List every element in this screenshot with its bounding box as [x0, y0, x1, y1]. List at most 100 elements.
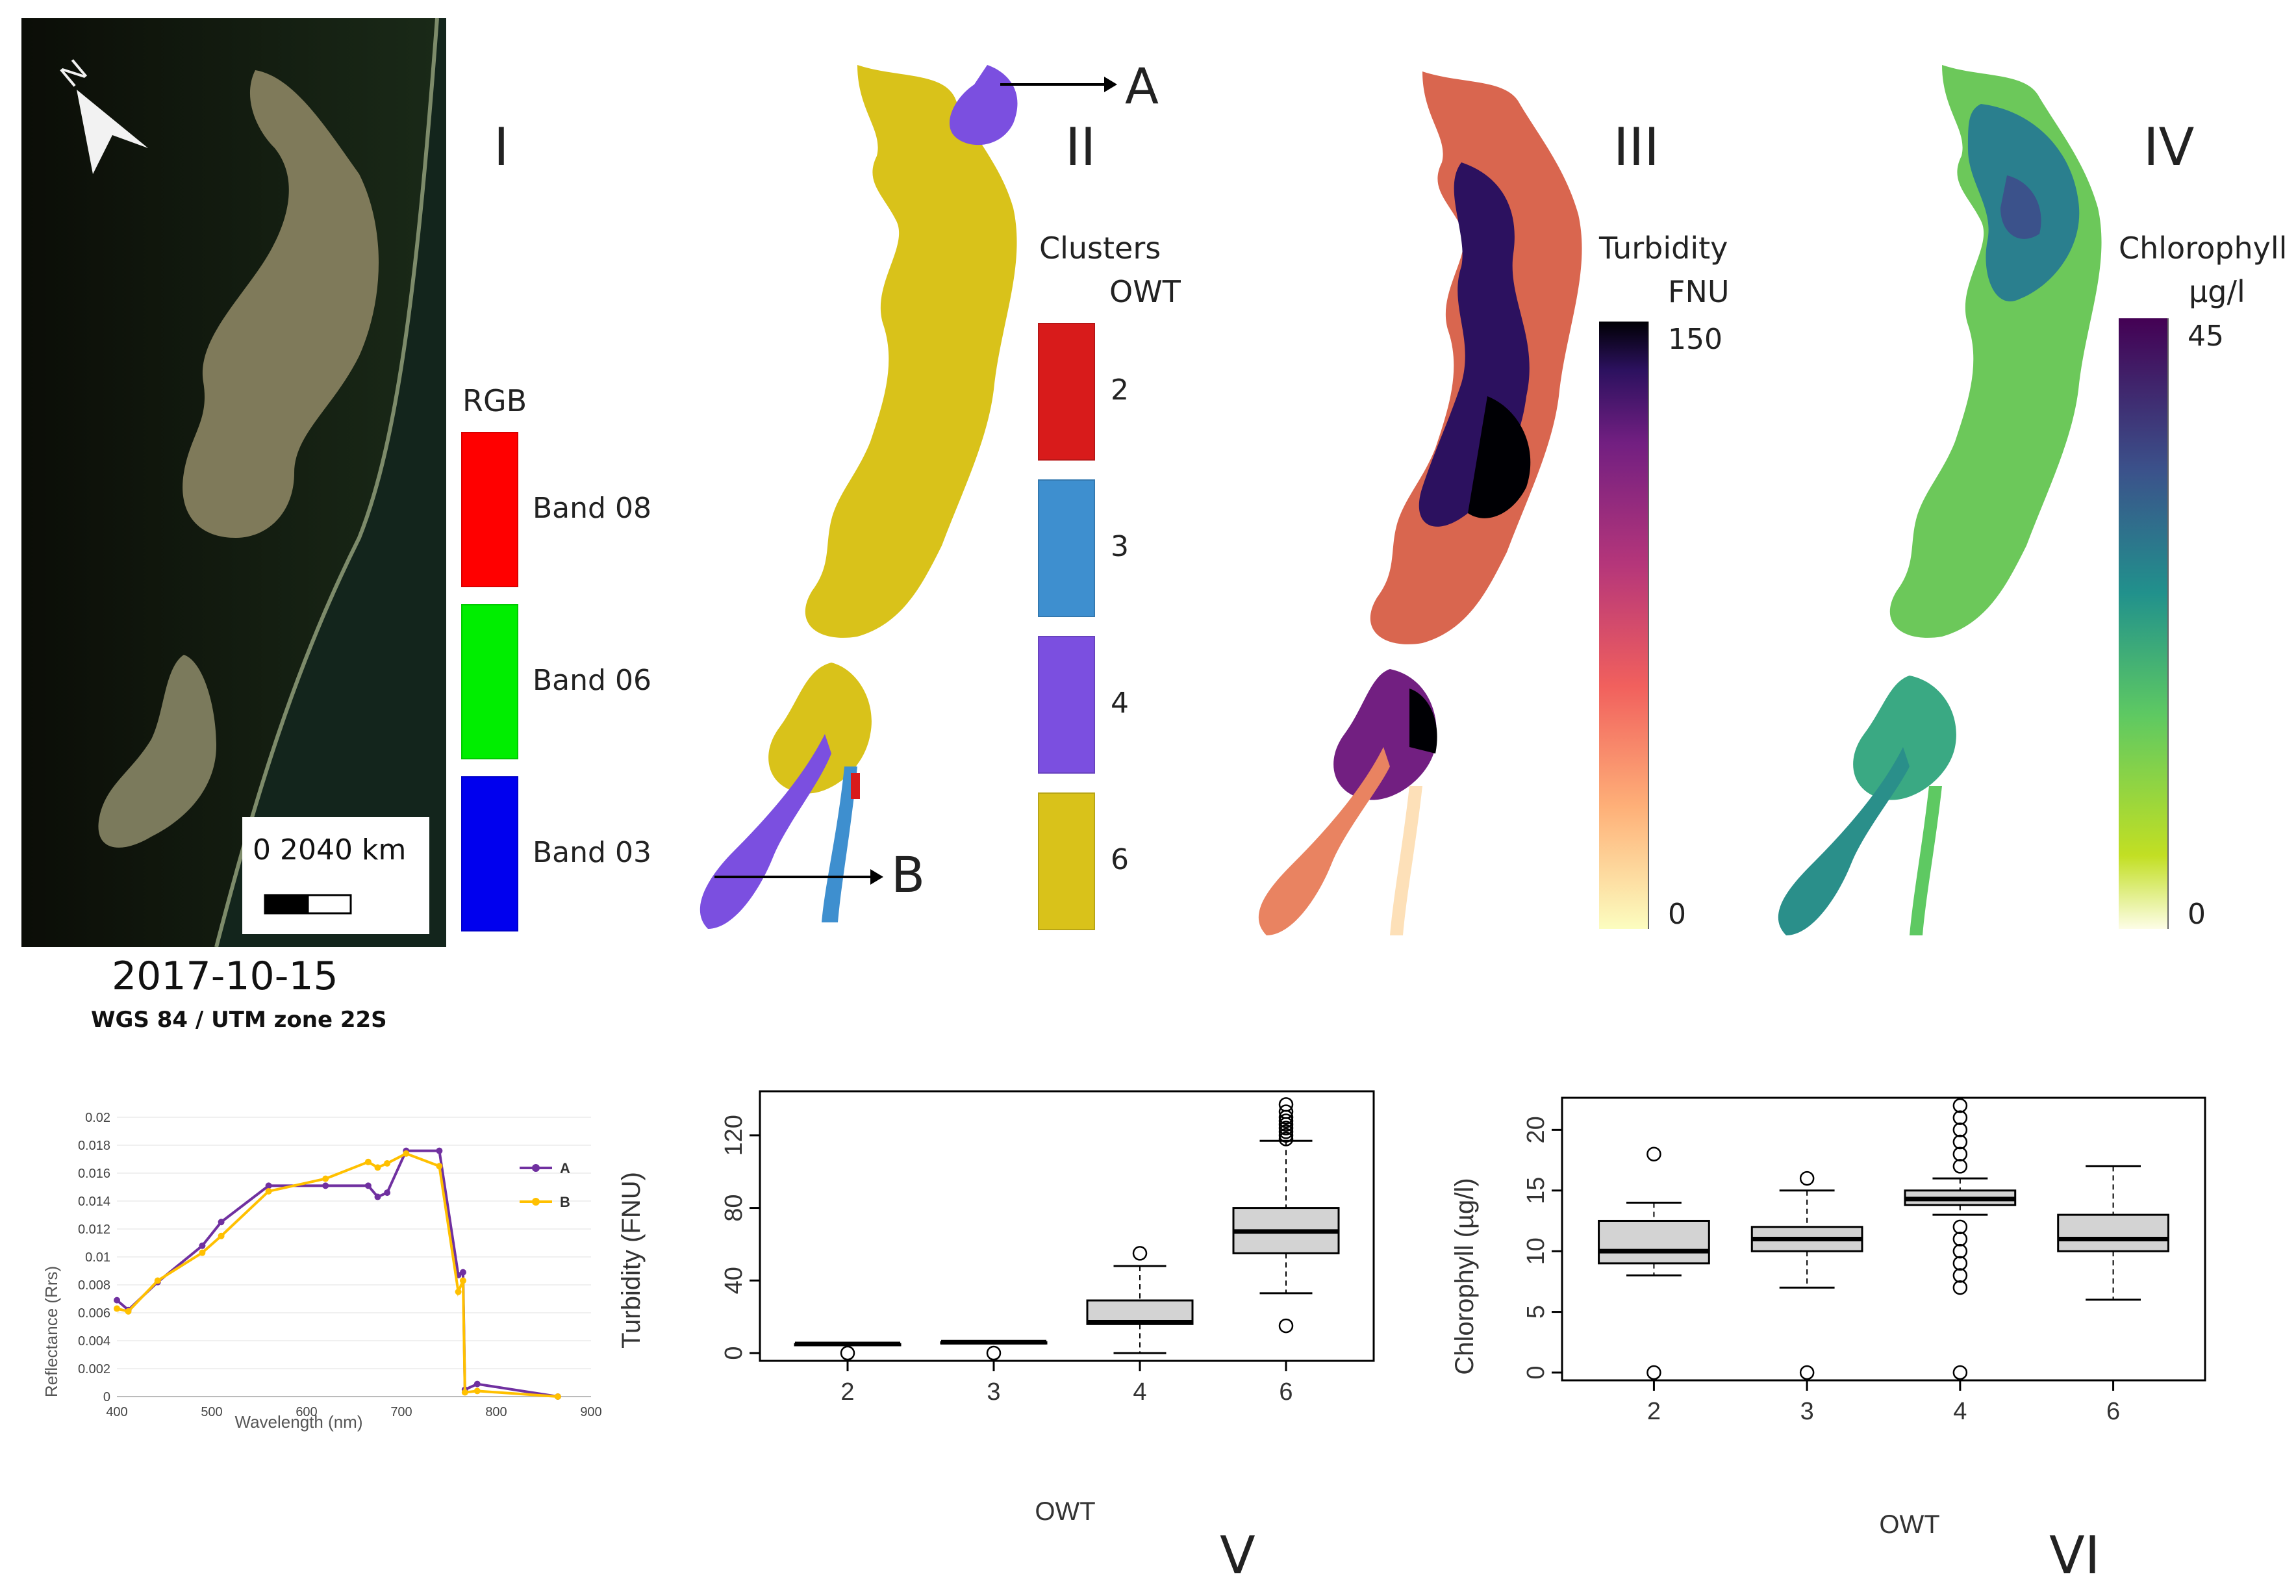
spectra-point-B: [473, 1387, 481, 1395]
spectra-point-A: [199, 1242, 206, 1249]
spectra-point-B: [364, 1158, 372, 1165]
panel-label-IV: IV: [2143, 117, 2195, 177]
turbidity-ytick-label: 120: [720, 1115, 748, 1156]
turbidity-ytick-label: 80: [720, 1194, 748, 1221]
chlorophyll-outlier: [1952, 1243, 1968, 1259]
spectra-ytick-label: 0: [103, 1390, 110, 1404]
legend-label-owt3: 3: [1111, 530, 1129, 563]
chlorophyll-outlier: [1799, 1171, 1815, 1186]
spectra-ytick-label: 0.004: [78, 1334, 110, 1349]
chlorophyll-outlier: [1646, 1146, 1661, 1161]
chlorophyll-legend-title: Chlorophyll: [2119, 231, 2288, 266]
turbidity-outlier: [1278, 1128, 1294, 1143]
chlorophyll-ytick-label: 10: [1522, 1237, 1550, 1265]
chlorophyll-outlier: [1952, 1280, 1968, 1295]
spectra-ytick-label: 0.01: [85, 1250, 110, 1265]
marker-b-arrow: [714, 869, 883, 885]
spectra-point-A: [374, 1193, 381, 1200]
satellite-image-panel: N 0 2040 km: [21, 18, 446, 947]
spectra-point-A: [218, 1219, 225, 1226]
chlorophyll-box: [1598, 1219, 1710, 1265]
chlorophyll-outlier: [1952, 1268, 1968, 1283]
spectra-series-B: [116, 1152, 559, 1398]
spectra-point-B: [265, 1187, 272, 1195]
chlorophyll-ytick-label: 5: [1522, 1305, 1550, 1319]
spectra-point-B: [322, 1175, 329, 1182]
spectra-legend-label: A: [560, 1160, 570, 1176]
chlorophyll-map: [1778, 65, 2102, 935]
legend-swatch-owt4: [1038, 636, 1095, 774]
chlorophyll-boxplot: Chlorophyll (µg/l) OWT 0 5 10 15 20 2 3 4 6: [1450, 1096, 2206, 1539]
spectra-point-A: [364, 1182, 372, 1189]
turbidity-map: [1258, 71, 1582, 935]
chlorophyll-outlier: [1952, 1134, 1968, 1150]
spectra-point-A: [459, 1269, 466, 1276]
chlorophyll-xtick-label: 3: [1800, 1398, 1814, 1425]
image-crs: WGS 84 / UTM zone 22S: [91, 1007, 387, 1033]
scalebar-tick-0: 0: [253, 833, 271, 867]
turbidity-ytick-label: 0: [720, 1346, 748, 1360]
spectra-ytick-label: 0.006: [78, 1306, 110, 1321]
spectra-ytick-label: 0.012: [78, 1222, 110, 1237]
chlorophyll-outlier: [1952, 1110, 1968, 1125]
spectra-point-A: [436, 1147, 443, 1154]
panel-label-II: II: [1065, 117, 1096, 177]
legend-label-owt4: 4: [1111, 687, 1129, 720]
spectra-ytick-label: 0.016: [78, 1167, 110, 1181]
chlorophyll-colorbar-min: 0: [2188, 898, 2206, 931]
scalebar-unit: km: [362, 833, 407, 867]
legend-swatch-owt2: [1038, 323, 1095, 461]
turbidity-boxplot-ylabel: Turbidity (FNU): [617, 1172, 646, 1349]
panel-label-I: I: [494, 117, 509, 177]
spectra-point-B: [154, 1277, 161, 1284]
marker-a-label: A: [1125, 57, 1159, 115]
legend-swatch-band08: [461, 432, 518, 587]
chlorophyll-xtick-label: 6: [2106, 1398, 2120, 1425]
spectra-point-A: [473, 1380, 481, 1387]
turbidity-outlier: [1278, 1097, 1294, 1112]
spectra-legend-label: B: [560, 1194, 570, 1210]
clusters-map: [700, 65, 1018, 929]
chlorophyll-boxplot-ylabel: Chlorophyll (µg/l): [1450, 1178, 1479, 1374]
spectra-point-B: [461, 1389, 468, 1396]
rgb-legend-title: RGB: [462, 383, 527, 418]
legend-swatch-owt6: [1038, 792, 1095, 930]
turbidity-colorbar: [1599, 322, 1649, 929]
spectra-point-B: [384, 1159, 391, 1167]
chlorophyll-outlier: [1952, 1256, 1968, 1271]
spectra-xtick-label: 900: [580, 1405, 601, 1419]
chlorophyll-ytick-label: 0: [1522, 1365, 1550, 1379]
marker-a-arrow: [1000, 77, 1117, 92]
turbidity-outlier: [1132, 1246, 1148, 1261]
legend-swatch-owt3: [1038, 479, 1095, 617]
chlorophyll-xtick-label: 2: [1647, 1398, 1661, 1425]
chlorophyll-outlier: [1952, 1219, 1968, 1235]
reflectance-spectra-chart: Reflectance (Rrs) Wavelength (nm) 0 0.002…: [42, 1111, 602, 1432]
scalebar-tick-20: 20: [280, 833, 316, 867]
spectra-point-A: [114, 1297, 120, 1304]
legend-label-owt2: 2: [1111, 374, 1129, 407]
chlorophyll-colorbar-max: 45: [2188, 320, 2224, 353]
chlorophyll-ytick-label: 20: [1522, 1116, 1550, 1143]
chlorophyll-box: [2057, 1213, 2169, 1252]
spectra-xtick-label: 500: [201, 1405, 222, 1419]
turbidity-legend-title: Turbidity: [1599, 231, 1728, 266]
spectra-ytick-label: 0.02: [85, 1111, 110, 1125]
spectra-point-B: [436, 1163, 443, 1170]
spectra-xtick-label: 400: [106, 1405, 127, 1419]
chlorophyll-outlier: [1952, 1159, 1968, 1174]
spectra-ytick-label: 0.018: [78, 1139, 110, 1153]
spectra-point-A: [322, 1182, 329, 1189]
turbidity-xtick-label: 2: [840, 1378, 854, 1406]
legend-label-band03: Band 03: [533, 836, 651, 869]
turbidity-outlier: [1278, 1132, 1294, 1146]
chlorophyll-xtick-label: 4: [1953, 1398, 1967, 1425]
scalebar-tick-40: 40: [316, 833, 353, 867]
turbidity-outlier: [1278, 1124, 1294, 1139]
turbidity-outlier: [1278, 1113, 1294, 1128]
spectra-point-B: [374, 1164, 381, 1171]
turbidity-boxplot: Turbidity (FNU) OWT 0 40 80 120 2 3 4 6: [617, 1090, 1375, 1526]
spectra-point-B: [403, 1150, 410, 1157]
turbidity-xtick-label: 3: [987, 1378, 1000, 1406]
spectra-ylabel: Reflectance (Rrs): [42, 1266, 61, 1397]
